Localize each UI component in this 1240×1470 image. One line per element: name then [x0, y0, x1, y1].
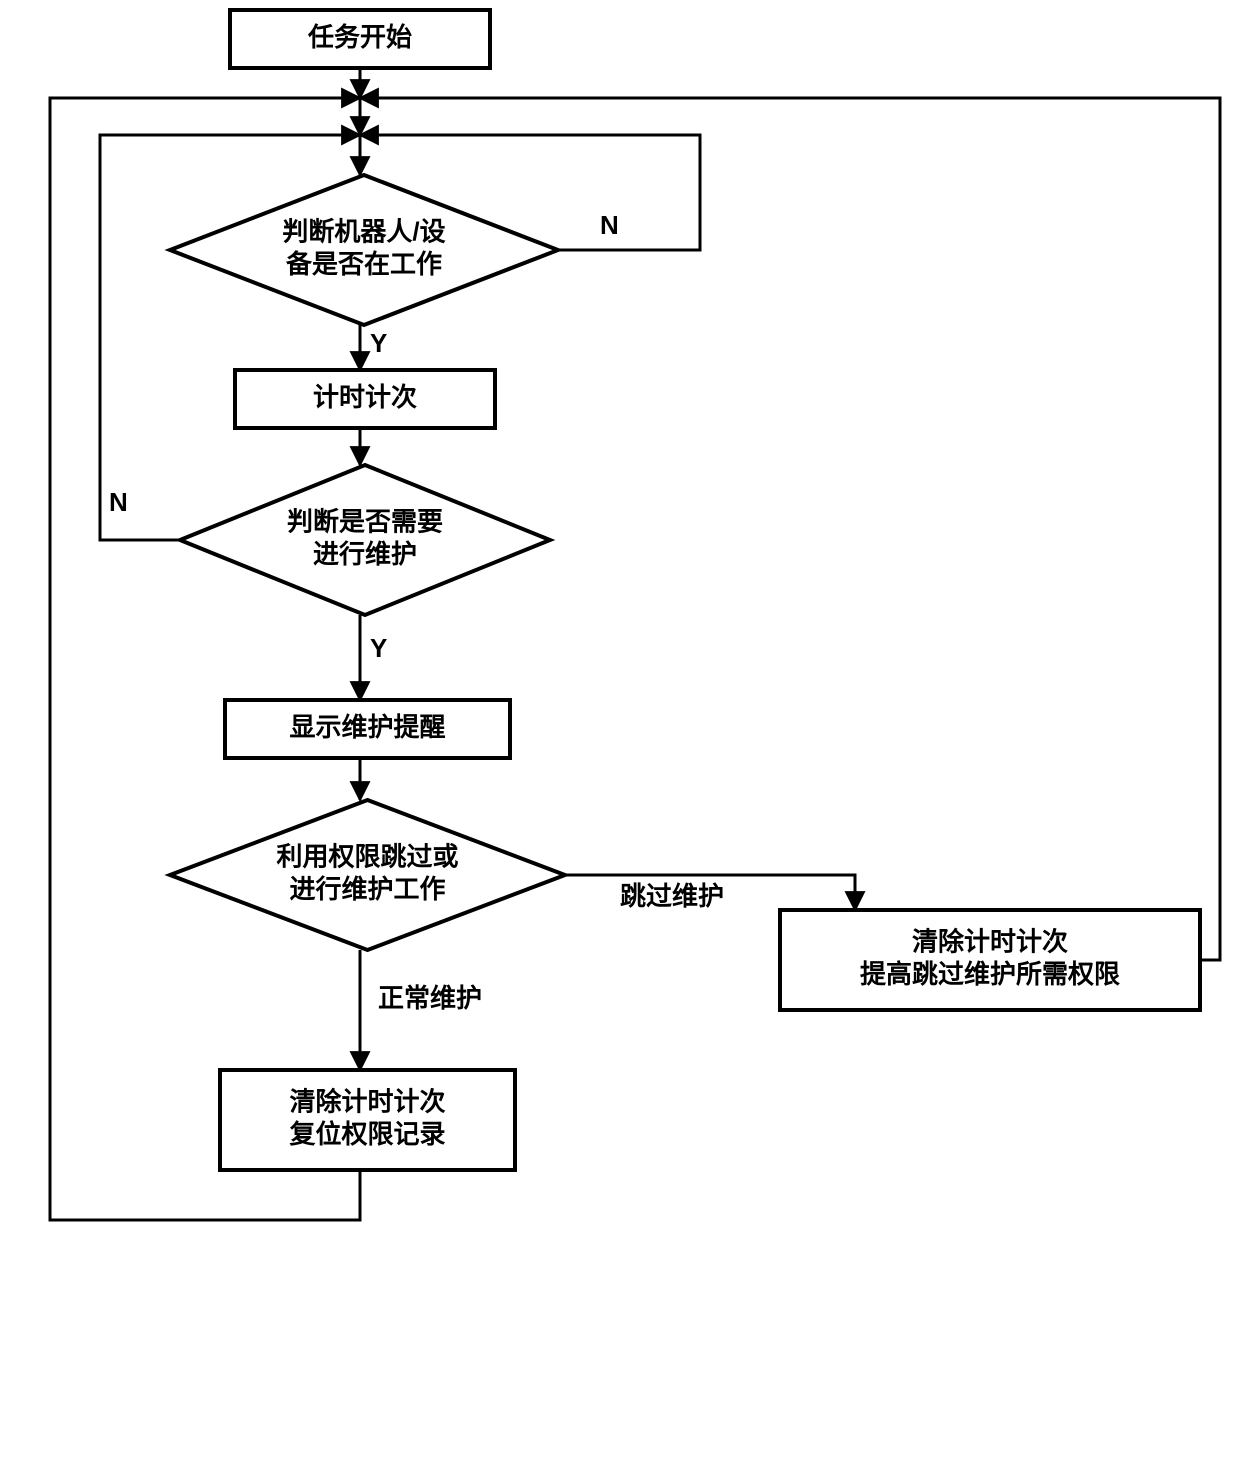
node-text-show-0: 显示维护提醒 — [289, 712, 445, 742]
edge-label-e_dskip_normal: 正常维护 — [378, 983, 482, 1013]
edge-label-e_dskip_skip: 跳过维护 — [620, 881, 724, 911]
node-text-normal_box-1: 复位权限记录 — [289, 1119, 445, 1149]
edge-label-e_dwork_Y: Y — [370, 328, 387, 358]
node-text-d_skip-1: 进行维护工作 — [289, 874, 445, 904]
node-text-d_work-0: 判断机器人/设 — [282, 217, 445, 247]
node-text-count-0: 计时计次 — [313, 382, 417, 412]
edge-label-e_dwork_N: N — [600, 210, 619, 240]
node-text-d_maint-1: 进行维护 — [313, 539, 417, 569]
edge-label-e_dmaint_Y: Y — [370, 633, 387, 663]
node-text-d_work-1: 备是否在工作 — [285, 249, 442, 279]
edge-label-e_dmaint_N: N — [109, 487, 128, 517]
node-text-d_skip-0: 利用权限跳过或 — [276, 842, 458, 872]
node-text-skip_box-1: 提高跳过维护所需权限 — [860, 959, 1120, 989]
node-text-d_maint-0: 判断是否需要 — [287, 507, 443, 537]
node-text-normal_box-0: 清除计时计次 — [289, 1087, 445, 1117]
node-text-start-0: 任务开始 — [307, 22, 412, 52]
node-text-skip_box-0: 清除计时计次 — [912, 927, 1068, 957]
